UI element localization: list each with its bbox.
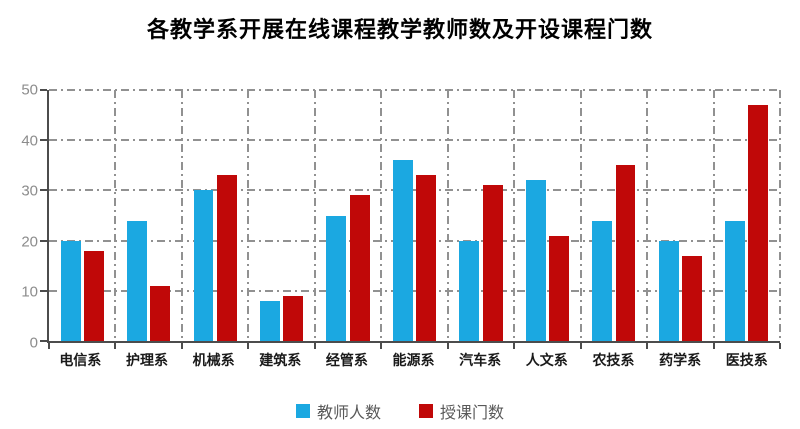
y-tick-50 (40, 89, 47, 91)
x-tick-0 (48, 343, 50, 349)
bar-series0-cat4 (326, 215, 347, 341)
x-tick-11 (779, 343, 781, 349)
gridline-v-7 (513, 90, 516, 341)
bar-series1-cat9 (681, 255, 702, 341)
x-tick-10 (712, 343, 715, 349)
gridline-v-2 (180, 90, 183, 341)
x-tick-6 (446, 343, 449, 349)
x-axis-label-2: 机械系 (192, 352, 235, 368)
bar-series1-cat3 (283, 295, 304, 341)
x-axis-label-6: 汽车系 (459, 352, 502, 368)
legend-label-0: 教师人数 (316, 405, 381, 422)
x-axis-label-4: 经管系 (325, 352, 368, 368)
bar-series0-cat7 (525, 180, 546, 341)
legend-swatch-0 (295, 404, 310, 418)
x-axis-label-8: 农技系 (592, 352, 635, 368)
bar-series1-cat7 (549, 235, 569, 341)
gridline-h-20 (49, 239, 780, 242)
legend-swatch-1 (419, 404, 433, 418)
legend: 教师人数 授课门数 (0, 399, 800, 423)
y-axis-label-20: 20 (21, 233, 38, 251)
x-axis-labels: 电信系 护理系 机械系 建筑系 经管系 能源系 汽车系 人文系 农技系 药学系 医技系 (47, 350, 780, 370)
x-axis-label-9: 药学系 (659, 352, 702, 368)
legend-item-0: 教师人数 (295, 399, 381, 423)
bar-series1-cat8 (615, 165, 636, 341)
legend-label-1: 授课门数 (440, 405, 505, 422)
x-axis-label-0: 电信系 (59, 352, 102, 368)
x-tick-7 (513, 343, 516, 349)
bar-series1-cat6 (482, 185, 503, 341)
y-tick-20 (40, 239, 47, 242)
x-tick-1 (114, 343, 117, 349)
bar-series1-cat2 (216, 175, 237, 341)
y-tick-30 (40, 189, 47, 192)
gridline-h-10 (49, 289, 780, 292)
bar-series1-cat10 (748, 105, 769, 341)
y-axis-label-30: 30 (21, 182, 38, 200)
plot-area (40, 89, 781, 349)
bar-series0-cat8 (592, 220, 613, 341)
x-axis-label-7: 人文系 (525, 352, 568, 368)
gridline-v-3 (247, 90, 250, 341)
bar-series1-cat4 (349, 195, 370, 341)
x-axis-label-5: 能源系 (392, 352, 435, 368)
bar-series0-cat10 (725, 220, 746, 341)
bar-series0-cat1 (127, 220, 147, 341)
bar-series0-cat3 (259, 300, 280, 341)
y-tick-0 (40, 340, 47, 342)
x-axis-label-3: 建筑系 (259, 352, 302, 368)
chart-title: 各教学系开展在线课程教学教师数及开设课程门数 (146, 17, 653, 42)
y-axis-label-10: 10 (21, 283, 38, 301)
y-tick-10 (40, 289, 47, 292)
y-tick-40 (40, 139, 47, 142)
bar-series0-cat5 (392, 160, 413, 341)
gridline-v-5 (380, 90, 383, 341)
gridline-v-4 (313, 90, 316, 341)
gridline-v-6 (446, 90, 449, 341)
x-axis-label-10: 医技系 (725, 352, 768, 368)
x-tick-3 (247, 343, 250, 349)
y-axis-label-50: 50 (21, 81, 38, 99)
y-axis-labels: 0 10 20 30 40 50 (0, 82, 38, 352)
y-axis-label-0: 0 (29, 334, 38, 352)
legend-item-1: 授课门数 (419, 399, 504, 423)
x-tick-4 (313, 343, 316, 349)
bar-series0-cat6 (459, 240, 480, 341)
x-tick-8 (579, 343, 582, 349)
gridline-h-40 (49, 139, 780, 142)
x-tick-9 (646, 343, 649, 349)
bar-series0-cat9 (658, 240, 679, 341)
bar-series1-cat1 (150, 285, 171, 341)
gridline-h-30 (49, 189, 780, 192)
y-axis-label-40: 40 (21, 132, 38, 150)
bar-series1-cat5 (416, 175, 437, 341)
gridline-v-10 (712, 90, 715, 341)
x-tick-2 (180, 343, 183, 349)
gridline-v-11 (779, 90, 781, 341)
bar-series0-cat0 (60, 240, 81, 341)
gridline-h-50 (49, 89, 780, 91)
gridline-v-8 (579, 90, 582, 341)
x-tick-5 (380, 343, 383, 349)
gridline-v-1 (114, 90, 117, 341)
bar-series1-cat0 (83, 250, 104, 341)
bar-series0-cat2 (193, 190, 214, 341)
gridline-v-9 (646, 90, 649, 341)
x-axis-label-1: 护理系 (125, 352, 168, 368)
